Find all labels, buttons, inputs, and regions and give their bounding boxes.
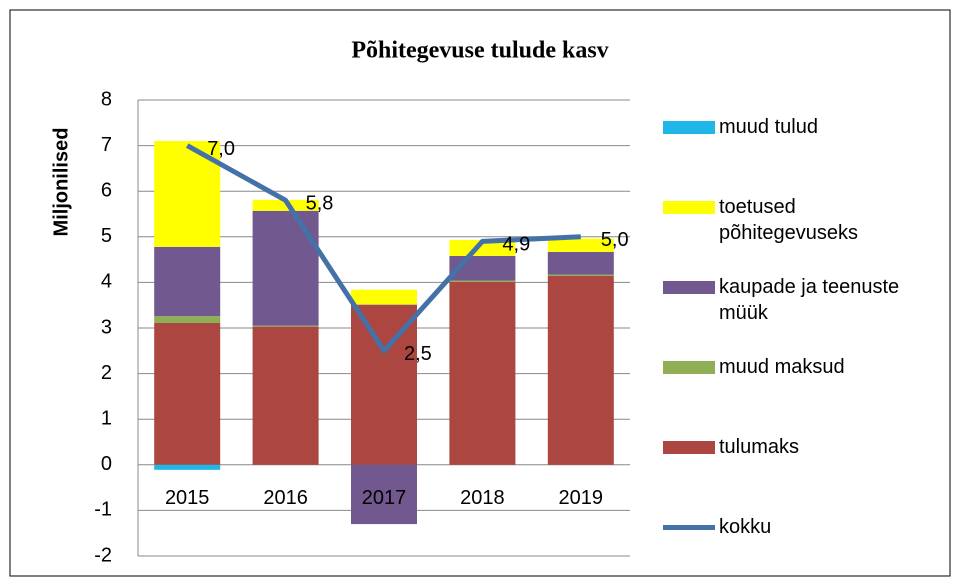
legend-item: muud tulud <box>663 114 919 140</box>
bar-segment <box>547 274 614 277</box>
legend-swatch <box>663 281 715 294</box>
bar-segment <box>154 322 221 465</box>
legend-label: toetused põhitegevuseks <box>719 196 858 244</box>
data-label: 7,0 <box>207 138 235 160</box>
y-tick-label: 1 <box>101 407 112 429</box>
data-label: 5,8 <box>306 193 334 215</box>
legend-swatch <box>663 525 715 530</box>
bar-segment <box>547 238 614 252</box>
x-tick-label: 2017 <box>362 487 407 509</box>
y-tick-label: 5 <box>101 225 112 247</box>
frame <box>9 9 951 577</box>
x-tick-label: 2019 <box>559 487 604 509</box>
x-tick-label: 2016 <box>263 487 308 509</box>
bar-segment <box>252 325 319 327</box>
y-tick-label: -1 <box>94 499 112 521</box>
bar-segment <box>449 239 516 256</box>
bar-segment <box>547 251 614 275</box>
legend-item: tulumaks <box>663 434 919 460</box>
y-tick-label: 4 <box>101 271 112 293</box>
bar-segment <box>252 199 319 211</box>
y-tick-label: 7 <box>101 134 112 156</box>
legend-label: kaupade ja teenuste müük <box>719 276 900 324</box>
bar-segment <box>154 464 221 470</box>
line-series <box>185 143 581 354</box>
legend-item: kaupade ja teenuste müük <box>663 274 919 326</box>
legend-item: kokku <box>663 514 919 540</box>
y-tick-label: 8 <box>101 88 112 110</box>
bar-segment <box>252 326 319 465</box>
legend-item: toetused põhitegevuseks <box>663 194 919 246</box>
legend-swatch <box>663 201 715 214</box>
data-label: 2,5 <box>404 343 432 365</box>
y-tick-label: 3 <box>101 316 112 338</box>
bar-segment <box>154 246 221 317</box>
legend-item: muud maksud <box>663 354 919 380</box>
x-tick-label: 2018 <box>460 487 505 509</box>
bar-segment <box>449 281 516 465</box>
bar-segment <box>547 276 614 465</box>
legend-label: muud maksud <box>719 356 845 378</box>
data-label: 4,9 <box>502 234 530 256</box>
bar-segment <box>351 464 417 525</box>
legend-label: muud tulud <box>719 116 818 138</box>
chart-title: Põhitegevuse tulude kasv <box>351 38 608 64</box>
y-tick-label: 6 <box>101 179 112 201</box>
data-label: 5,0 <box>601 229 629 251</box>
legend-swatch <box>663 121 715 134</box>
bar-segment <box>252 210 319 326</box>
legend-swatch <box>663 441 715 454</box>
legend-label: kokku <box>719 516 772 538</box>
y-tick-label: 0 <box>101 453 112 475</box>
bar-segment <box>351 304 417 465</box>
y-tick-label: -2 <box>94 544 112 566</box>
legend-label: tulumaks <box>719 436 800 458</box>
bar-segment <box>351 289 417 305</box>
y-axis-label: Miljonilised <box>50 128 72 237</box>
legend-swatch <box>663 361 715 374</box>
x-tick-label: 2015 <box>165 487 210 509</box>
y-tick-label: 2 <box>101 362 112 384</box>
bar-segment <box>449 280 516 282</box>
bar-segment <box>154 316 221 323</box>
